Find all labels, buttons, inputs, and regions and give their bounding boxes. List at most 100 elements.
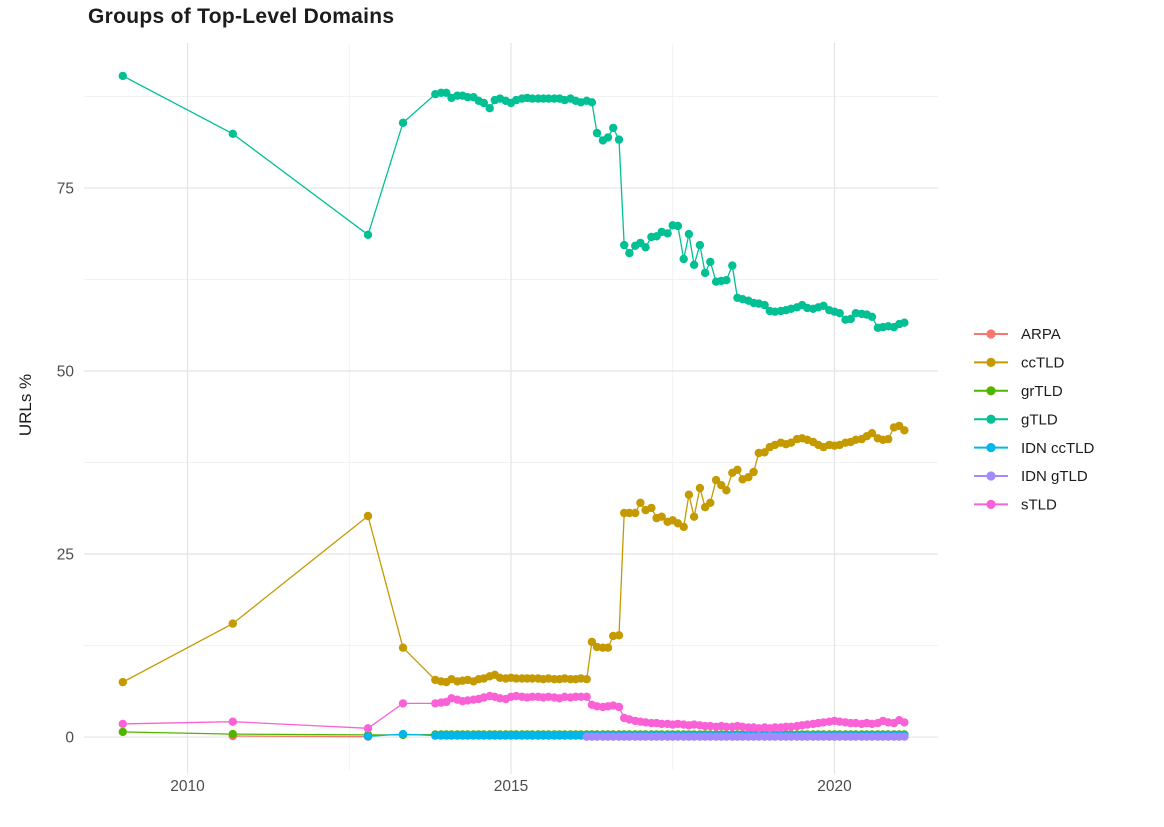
data-point xyxy=(544,94,553,103)
legend-key-marker xyxy=(986,471,996,481)
data-point xyxy=(867,312,877,321)
data-point xyxy=(398,643,408,652)
data-point xyxy=(463,731,472,740)
data-point xyxy=(544,731,553,740)
data-point xyxy=(760,300,769,310)
y-tick-label: 50 xyxy=(57,363,75,380)
data-point xyxy=(733,465,742,474)
legend-item-stld: sTLD xyxy=(974,497,1057,514)
data-point xyxy=(835,309,844,318)
data-point xyxy=(851,732,860,741)
legend-label: ARPA xyxy=(1021,326,1061,343)
y-tick-label: 0 xyxy=(65,730,74,747)
data-point xyxy=(582,692,591,701)
data-point xyxy=(663,229,672,238)
data-point xyxy=(463,93,472,102)
data-point xyxy=(900,732,909,741)
data-point xyxy=(728,261,737,270)
data-point xyxy=(363,511,373,521)
legend-label: sTLD xyxy=(1021,497,1057,514)
data-point xyxy=(118,677,128,687)
data-point xyxy=(706,257,715,267)
data-point xyxy=(592,128,602,138)
legend-key-marker xyxy=(986,329,996,339)
data-point xyxy=(722,722,731,731)
series-stld xyxy=(118,691,909,733)
data-point xyxy=(625,508,634,518)
data-point xyxy=(118,719,128,729)
data-point xyxy=(884,732,893,741)
data-point xyxy=(442,88,451,98)
series-line-gtld xyxy=(122,75,905,329)
data-point xyxy=(657,512,666,521)
data-point xyxy=(587,637,597,647)
data-point xyxy=(625,248,634,258)
data-point xyxy=(479,98,488,108)
legend-item-idn-cctld: IDN ccTLD xyxy=(974,440,1095,457)
legend-key-marker xyxy=(986,357,996,367)
gridlines-major xyxy=(84,43,938,774)
data-point xyxy=(673,221,683,231)
legend-key-marker xyxy=(986,499,996,509)
x-tick-label: 2020 xyxy=(817,778,852,795)
data-point xyxy=(679,254,688,264)
legend-item-arpa: ARPA xyxy=(974,326,1061,343)
series-cctld xyxy=(118,421,909,687)
legend-label: grTLD xyxy=(1021,383,1063,400)
data-point xyxy=(587,98,597,107)
data-point xyxy=(867,732,877,741)
data-point xyxy=(900,318,909,327)
legend-item-idn-gtld: IDN gTLD xyxy=(974,468,1088,485)
data-point xyxy=(722,486,731,495)
data-point xyxy=(819,301,828,310)
data-point xyxy=(582,675,591,684)
x-axis-tick-labels: 2010 2015 2020 xyxy=(170,778,852,795)
data-point xyxy=(447,731,456,740)
data-point xyxy=(717,481,726,490)
data-point xyxy=(867,429,877,438)
data-point xyxy=(625,732,634,741)
data-point xyxy=(835,732,844,741)
y-tick-label: 25 xyxy=(57,547,74,564)
data-point xyxy=(603,133,613,142)
data-point xyxy=(495,731,505,740)
legend-label: gTLD xyxy=(1021,411,1058,428)
data-point xyxy=(118,727,128,737)
chart-title: Groups of Top-Level Domains xyxy=(88,5,395,28)
legend-item-gtld: gTLD xyxy=(974,411,1058,428)
series-line-arpa xyxy=(232,735,369,738)
data-point xyxy=(647,503,656,513)
series-gtld xyxy=(118,71,909,332)
data-point xyxy=(749,467,758,477)
legend-item-grtld: grTLD xyxy=(974,383,1063,400)
data-point xyxy=(684,229,694,239)
data-point xyxy=(592,732,602,741)
data-point xyxy=(738,732,747,741)
y-tick-label: 75 xyxy=(57,180,74,197)
data-point xyxy=(614,702,624,712)
data-point xyxy=(528,94,537,103)
data-point xyxy=(786,732,796,741)
legend-item-cctld: ccTLD xyxy=(974,355,1065,372)
legend-label: ccTLD xyxy=(1021,355,1065,372)
data-point xyxy=(576,692,586,701)
data-point xyxy=(398,699,408,708)
data-point xyxy=(228,729,237,739)
data-point xyxy=(770,732,780,741)
data-point xyxy=(512,731,521,740)
data-point xyxy=(679,522,688,532)
data-point xyxy=(722,276,731,285)
data-point xyxy=(512,674,521,683)
data-point xyxy=(620,240,629,250)
legend: ARPA ccTLD grTLD gTLD IDN ccTLD IDN gTLD sTLD xyxy=(974,326,1095,514)
data-point xyxy=(754,732,763,741)
data-point xyxy=(631,508,640,518)
series-arpa xyxy=(228,731,373,741)
data-point xyxy=(636,498,645,507)
data-point xyxy=(118,71,128,81)
data-point xyxy=(228,717,237,726)
legend-key-marker xyxy=(986,414,996,424)
data-point xyxy=(614,135,624,144)
